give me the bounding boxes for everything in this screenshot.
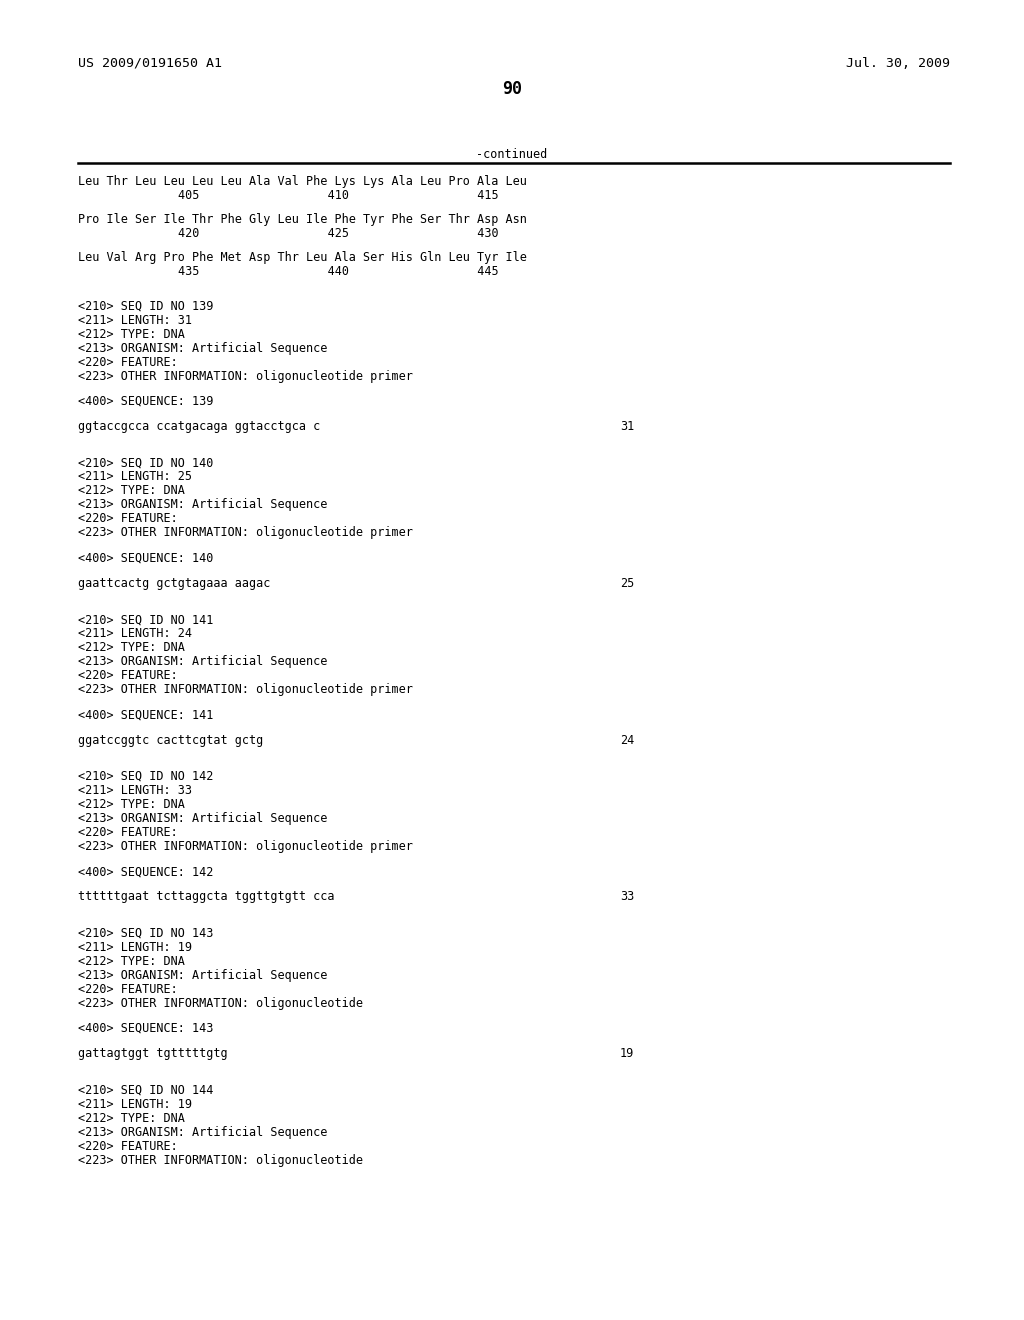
Text: 420                  425                  430: 420 425 430: [178, 227, 499, 240]
Text: 31: 31: [620, 420, 634, 433]
Text: <211> LENGTH: 33: <211> LENGTH: 33: [78, 784, 193, 797]
Text: <400> SEQUENCE: 143: <400> SEQUENCE: 143: [78, 1022, 213, 1035]
Text: <400> SEQUENCE: 142: <400> SEQUENCE: 142: [78, 865, 213, 878]
Text: <210> SEQ ID NO 144: <210> SEQ ID NO 144: [78, 1084, 213, 1097]
Text: <223> OTHER INFORMATION: oligonucleotide: <223> OTHER INFORMATION: oligonucleotide: [78, 997, 362, 1010]
Text: <220> FEATURE:: <220> FEATURE:: [78, 669, 178, 682]
Text: gattagtggt tgtttttgtg: gattagtggt tgtttttgtg: [78, 1047, 227, 1060]
Text: Pro Ile Ser Ile Thr Phe Gly Leu Ile Phe Tyr Phe Ser Thr Asp Asn: Pro Ile Ser Ile Thr Phe Gly Leu Ile Phe …: [78, 213, 527, 226]
Text: US 2009/0191650 A1: US 2009/0191650 A1: [78, 57, 222, 70]
Text: <210> SEQ ID NO 141: <210> SEQ ID NO 141: [78, 614, 213, 626]
Text: <213> ORGANISM: Artificial Sequence: <213> ORGANISM: Artificial Sequence: [78, 342, 328, 355]
Text: <220> FEATURE:: <220> FEATURE:: [78, 983, 178, 995]
Text: <220> FEATURE:: <220> FEATURE:: [78, 826, 178, 840]
Text: <400> SEQUENCE: 140: <400> SEQUENCE: 140: [78, 552, 213, 565]
Text: <211> LENGTH: 19: <211> LENGTH: 19: [78, 1098, 193, 1110]
Text: <400> SEQUENCE: 141: <400> SEQUENCE: 141: [78, 709, 213, 722]
Text: <220> FEATURE:: <220> FEATURE:: [78, 1139, 178, 1152]
Text: Leu Val Arg Pro Phe Met Asp Thr Leu Ala Ser His Gln Leu Tyr Ile: Leu Val Arg Pro Phe Met Asp Thr Leu Ala …: [78, 251, 527, 264]
Text: gaattcactg gctgtagaaa aagac: gaattcactg gctgtagaaa aagac: [78, 577, 270, 590]
Text: 24: 24: [620, 734, 634, 747]
Text: 33: 33: [620, 891, 634, 903]
Text: <223> OTHER INFORMATION: oligonucleotide primer: <223> OTHER INFORMATION: oligonucleotide…: [78, 370, 413, 383]
Text: <223> OTHER INFORMATION: oligonucleotide primer: <223> OTHER INFORMATION: oligonucleotide…: [78, 527, 413, 540]
Text: <211> LENGTH: 31: <211> LENGTH: 31: [78, 314, 193, 326]
Text: -continued: -continued: [476, 148, 548, 161]
Text: <213> ORGANISM: Artificial Sequence: <213> ORGANISM: Artificial Sequence: [78, 1126, 328, 1139]
Text: <210> SEQ ID NO 140: <210> SEQ ID NO 140: [78, 457, 213, 470]
Text: <212> TYPE: DNA: <212> TYPE: DNA: [78, 1111, 185, 1125]
Text: <210> SEQ ID NO 139: <210> SEQ ID NO 139: [78, 300, 213, 313]
Text: ggatccggtc cacttcgtat gctg: ggatccggtc cacttcgtat gctg: [78, 734, 263, 747]
Text: <212> TYPE: DNA: <212> TYPE: DNA: [78, 484, 185, 498]
Text: Jul. 30, 2009: Jul. 30, 2009: [846, 57, 950, 70]
Text: <223> OTHER INFORMATION: oligonucleotide: <223> OTHER INFORMATION: oligonucleotide: [78, 1154, 362, 1167]
Text: <213> ORGANISM: Artificial Sequence: <213> ORGANISM: Artificial Sequence: [78, 812, 328, 825]
Text: <223> OTHER INFORMATION: oligonucleotide primer: <223> OTHER INFORMATION: oligonucleotide…: [78, 684, 413, 696]
Text: <213> ORGANISM: Artificial Sequence: <213> ORGANISM: Artificial Sequence: [78, 655, 328, 668]
Text: 25: 25: [620, 577, 634, 590]
Text: <212> TYPE: DNA: <212> TYPE: DNA: [78, 642, 185, 655]
Text: <212> TYPE: DNA: <212> TYPE: DNA: [78, 954, 185, 968]
Text: ttttttgaat tcttaggcta tggttgtgtt cca: ttttttgaat tcttaggcta tggttgtgtt cca: [78, 891, 335, 903]
Text: ggtaccgcca ccatgacaga ggtacctgca c: ggtaccgcca ccatgacaga ggtacctgca c: [78, 420, 321, 433]
Text: <213> ORGANISM: Artificial Sequence: <213> ORGANISM: Artificial Sequence: [78, 969, 328, 982]
Text: <210> SEQ ID NO 142: <210> SEQ ID NO 142: [78, 770, 213, 783]
Text: <213> ORGANISM: Artificial Sequence: <213> ORGANISM: Artificial Sequence: [78, 499, 328, 511]
Text: 405                  410                  415: 405 410 415: [178, 189, 499, 202]
Text: <212> TYPE: DNA: <212> TYPE: DNA: [78, 327, 185, 341]
Text: <211> LENGTH: 24: <211> LENGTH: 24: [78, 627, 193, 640]
Text: <211> LENGTH: 25: <211> LENGTH: 25: [78, 470, 193, 483]
Text: <210> SEQ ID NO 143: <210> SEQ ID NO 143: [78, 927, 213, 940]
Text: 19: 19: [620, 1047, 634, 1060]
Text: 435                  440                  445: 435 440 445: [178, 264, 499, 277]
Text: <220> FEATURE:: <220> FEATURE:: [78, 512, 178, 525]
Text: 90: 90: [502, 81, 522, 98]
Text: <212> TYPE: DNA: <212> TYPE: DNA: [78, 799, 185, 810]
Text: <211> LENGTH: 19: <211> LENGTH: 19: [78, 941, 193, 954]
Text: Leu Thr Leu Leu Leu Leu Ala Val Phe Lys Lys Ala Leu Pro Ala Leu: Leu Thr Leu Leu Leu Leu Ala Val Phe Lys …: [78, 176, 527, 187]
Text: <400> SEQUENCE: 139: <400> SEQUENCE: 139: [78, 395, 213, 408]
Text: <223> OTHER INFORMATION: oligonucleotide primer: <223> OTHER INFORMATION: oligonucleotide…: [78, 840, 413, 853]
Text: <220> FEATURE:: <220> FEATURE:: [78, 355, 178, 368]
